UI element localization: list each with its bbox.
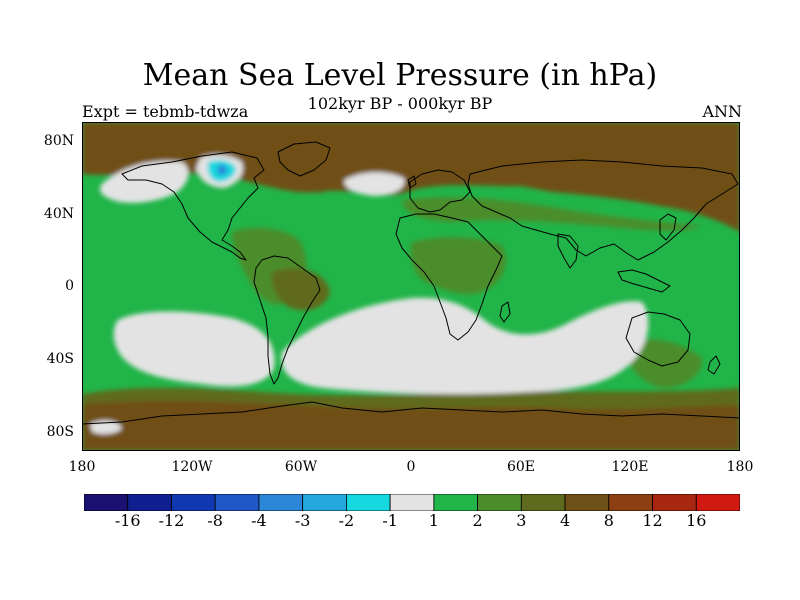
atlantic-indian-white bbox=[281, 297, 649, 395]
colorbar-swatch bbox=[520, 494, 566, 511]
map-title: Mean Sea Level Pressure (in hPa) bbox=[142, 58, 658, 93]
colorbar-swatch bbox=[477, 494, 522, 511]
colorbar-swatch bbox=[258, 494, 304, 511]
colorbar-level-label: -2 bbox=[338, 511, 355, 530]
australia-coast bbox=[625, 311, 691, 367]
atlantic-north-white bbox=[344, 172, 405, 196]
asia-brown bbox=[382, 162, 740, 232]
coastlines bbox=[82, 141, 740, 425]
colorbar-swatch bbox=[389, 494, 435, 511]
pacific-north-white bbox=[100, 160, 189, 203]
ice-sheet-blue bbox=[217, 165, 227, 175]
plot-frame bbox=[82, 122, 740, 451]
colorbar-level-label: 16 bbox=[686, 511, 707, 530]
colorbar-swatch bbox=[214, 494, 260, 511]
colorbar-level-label: -12 bbox=[158, 511, 185, 530]
lat-tick-40s: 40S bbox=[46, 351, 74, 367]
lat-tick-80s: 80S bbox=[46, 424, 74, 440]
colorbar bbox=[84, 494, 740, 511]
lon-tick-0: 0 bbox=[406, 459, 416, 475]
colorbar-swatch bbox=[127, 494, 172, 511]
colorbar-level-label: -8 bbox=[207, 511, 223, 530]
southeast-asia-coast bbox=[617, 269, 671, 293]
greenland-coast bbox=[277, 141, 331, 177]
africa-mid bbox=[410, 237, 506, 295]
madagascar-coast bbox=[499, 301, 511, 323]
colorbar-level-label: -4 bbox=[251, 511, 267, 530]
eurasia-mid bbox=[402, 197, 702, 231]
colorbar-swatch bbox=[171, 494, 216, 511]
pacific-olive bbox=[271, 268, 330, 311]
map-plot bbox=[82, 122, 740, 451]
colorbar-swatch bbox=[695, 494, 740, 511]
map-subtitle: 102kyr BP - 000kyr BP bbox=[307, 94, 493, 113]
pacific-south-white bbox=[113, 311, 275, 387]
experiment-label: Expt = tebmb-tdwza bbox=[82, 102, 249, 121]
colorbar-swatch bbox=[564, 494, 610, 511]
colorbar-level-label: 4 bbox=[559, 511, 571, 530]
colorbar-swatch bbox=[608, 494, 653, 511]
india-coast bbox=[557, 233, 579, 269]
colorbar-level-label: -16 bbox=[114, 511, 141, 530]
antarctic-white-patch bbox=[90, 420, 122, 435]
colorbar-swatch bbox=[652, 494, 697, 511]
colorbar-level-label: 8 bbox=[603, 511, 614, 530]
colorbar-level-label: 2 bbox=[472, 511, 483, 530]
lon-tick-120w: 120W bbox=[171, 459, 213, 475]
colorbar-swatch bbox=[345, 494, 391, 511]
asia-coast bbox=[467, 159, 739, 261]
colorbar-level-label: -1 bbox=[382, 511, 398, 530]
south-america-coast bbox=[253, 255, 321, 385]
colorbar-level-label: -3 bbox=[294, 511, 311, 530]
lon-tick-60w: 60W bbox=[284, 459, 318, 475]
africa-coast bbox=[395, 213, 503, 341]
season-label: ANN bbox=[702, 102, 742, 121]
colorbar-level-label: 3 bbox=[516, 511, 527, 530]
north-america-coast bbox=[121, 151, 265, 261]
colorbar-level-label: 1 bbox=[428, 511, 439, 530]
lon-tick-120e: 120E bbox=[611, 459, 649, 475]
new-zealand-coast bbox=[707, 355, 721, 375]
colorbar-swatch bbox=[302, 494, 347, 511]
lat-tick-80n: 80N bbox=[43, 133, 74, 149]
colorbar-level-label: 12 bbox=[642, 511, 663, 530]
europe-coast bbox=[409, 169, 471, 213]
colorbar-swatch bbox=[84, 494, 129, 511]
lon-tick-60e: 60E bbox=[506, 459, 536, 475]
colorbar-swatch bbox=[433, 494, 478, 511]
lon-tick-180w: 180 bbox=[68, 459, 96, 475]
lat-tick-40n: 40N bbox=[43, 206, 74, 222]
japan-coast bbox=[659, 213, 677, 241]
lat-tick-eq: 0 bbox=[65, 278, 74, 294]
uk-coast bbox=[407, 175, 417, 189]
pressure-field bbox=[82, 122, 740, 451]
antarctica-coast bbox=[82, 401, 740, 425]
lon-tick-180e: 180 bbox=[726, 459, 754, 475]
australia-mid bbox=[622, 338, 703, 388]
